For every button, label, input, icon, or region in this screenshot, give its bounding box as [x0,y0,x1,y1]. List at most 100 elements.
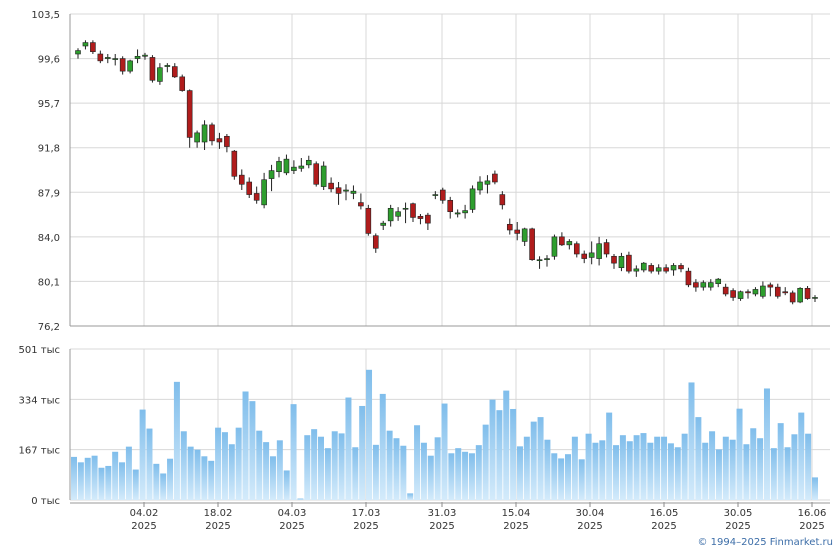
candle-body [536,259,543,262]
volume-panel: 501 тыс 334 тыс 167 тыс 0 тыс [19,345,830,507]
volume-bar [434,437,441,500]
volume-bar [379,393,386,500]
candle [186,89,193,148]
volume-bar [366,369,373,500]
candle [134,49,141,64]
volume-bar [585,433,592,500]
candle [380,220,387,230]
candle [663,264,669,274]
candle [812,295,818,302]
volume-bar [688,382,695,500]
candle [305,155,312,169]
candle-body [648,265,655,272]
volume-bar [386,430,393,500]
candle [335,182,342,205]
candle [268,164,275,192]
candle-body [335,187,342,194]
candle-body [611,255,617,264]
volume-bar [475,445,482,500]
candle-body [774,286,781,297]
volume-bar [798,412,805,500]
candle [573,241,580,258]
volume-bar [125,446,132,500]
candle-body [149,57,156,81]
candle [804,286,811,300]
candle [320,161,327,190]
candle [492,170,498,185]
volume-bar [304,435,311,500]
candle-body [640,262,647,271]
candle-body [782,291,789,294]
candle [477,176,483,195]
candle [670,263,677,276]
candle-body [298,165,305,169]
volume-bar [359,405,366,500]
candle [767,282,774,297]
volume-bar [709,431,716,500]
volume-bar [228,444,235,500]
x-tick-year: 2025 [205,521,230,532]
price-tick-label: 84,0 [38,233,60,244]
candle-body [596,243,602,259]
candle [149,55,156,83]
volume-bar [139,409,146,500]
volume-bar [516,446,523,500]
candle [707,279,714,291]
volume-bar [221,432,228,500]
candle [752,287,759,297]
candle [536,256,543,269]
volume-bar [633,435,640,500]
candle [618,252,625,272]
candle [142,52,148,60]
candle-body [194,132,200,143]
volume-bar [674,447,681,500]
price-tick-label: 80,1 [38,277,60,288]
candle [157,63,163,85]
candle [484,175,491,194]
candle-body [343,189,349,192]
candle [194,130,200,148]
candle-body [90,42,96,53]
candle-body [358,202,364,207]
volume-bar [345,397,352,500]
volume-bar [558,458,565,500]
candle-body [499,194,506,206]
candle-body [305,159,312,166]
x-tick-day: 16.06 [798,508,827,519]
volume-bar [194,449,201,500]
candle [395,207,401,221]
candle-body [797,287,803,303]
x-tick-year: 2025 [503,521,528,532]
candle [782,287,789,296]
volume-bar [592,442,599,500]
volume-bar [777,423,784,500]
candle [626,251,632,274]
candle [566,239,573,250]
candle-body [291,166,297,171]
price-tick-label: 91,8 [38,144,60,155]
candle [164,63,171,73]
candle [253,186,260,204]
volume-bar [215,427,222,500]
candle [506,218,513,235]
candle-body [216,138,223,143]
volume-bar [119,462,126,500]
candle-body [566,241,573,246]
candle [171,63,178,78]
copyright-text: © 1994–2025 Finmarket.ru [697,537,833,548]
candle [97,50,104,64]
candle-body [633,268,640,272]
candle [402,202,409,224]
candle-body [454,212,461,215]
candle [439,187,446,204]
candle [238,169,245,190]
candle [216,132,223,149]
candle-body [722,286,729,295]
x-tick-year: 2025 [429,521,454,532]
volume-bar [256,430,263,500]
candle [372,233,379,253]
candle [611,254,617,269]
volume-bar [626,441,633,500]
candle-body [506,223,513,231]
volume-bar [297,498,304,500]
